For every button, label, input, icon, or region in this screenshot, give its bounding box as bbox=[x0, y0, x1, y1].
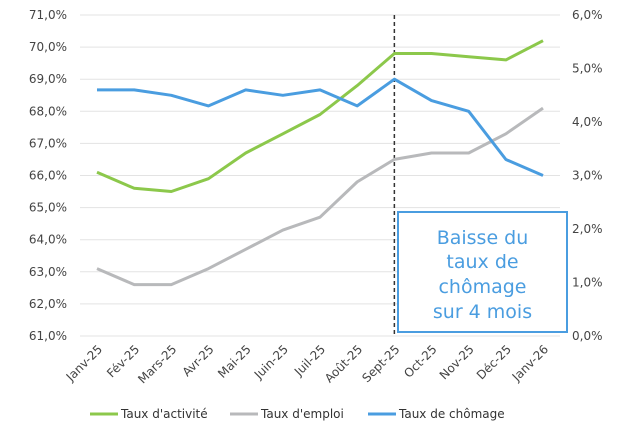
x-tick-label: Avr-25 bbox=[180, 342, 217, 379]
left-tick-label: 63,0% bbox=[29, 265, 67, 279]
annotation-line: chômage bbox=[438, 276, 526, 298]
left-tick-label: 68,0% bbox=[29, 104, 67, 118]
left-axis: 71,0% 70,0% 69,0% 68,0% 67,0% 66,0% 65,0% 64,0%… bbox=[29, 8, 67, 343]
right-tick-label: 4,0% bbox=[572, 115, 603, 129]
legend: Taux d'activité Taux d'emploi Taux de ch… bbox=[90, 407, 505, 421]
left-tick-label: 61,0% bbox=[29, 329, 67, 343]
x-tick-label: Nov-25 bbox=[437, 342, 477, 382]
x-tick-label: Déc-25 bbox=[474, 342, 514, 382]
legend-label-chomage: Taux de chômage bbox=[398, 407, 505, 421]
right-tick-label: 2,0% bbox=[572, 222, 603, 236]
left-tick-label: 62,0% bbox=[29, 297, 67, 311]
annotation-line: taux de bbox=[446, 251, 518, 273]
left-tick-label: 65,0% bbox=[29, 201, 67, 215]
x-tick-label: Janv-26 bbox=[509, 342, 551, 384]
x-tick-label: Mai-25 bbox=[215, 342, 254, 381]
right-tick-label: 5,0% bbox=[572, 62, 603, 76]
right-tick-label: 6,0% bbox=[572, 8, 603, 22]
left-tick-label: 69,0% bbox=[29, 72, 67, 86]
left-tick-label: 64,0% bbox=[29, 233, 67, 247]
x-tick-label: Mars-25 bbox=[135, 342, 179, 386]
left-tick-label: 71,0% bbox=[29, 8, 67, 22]
annotation-line: Baisse du bbox=[437, 227, 529, 249]
left-tick-label: 66,0% bbox=[29, 169, 67, 183]
left-tick-label: 67,0% bbox=[29, 136, 67, 150]
legend-label-activite: Taux d'activité bbox=[120, 407, 208, 421]
series-line-taux-chomage bbox=[97, 77, 544, 177]
right-axis: 6,0% 5,0% 4,0% 3,0% 2,0% 1,0% 0,0% bbox=[572, 8, 603, 343]
right-tick-label: 3,0% bbox=[572, 169, 603, 183]
series-line-taux-activite bbox=[96, 39, 544, 193]
series-lines bbox=[96, 39, 544, 287]
x-tick-label: Sept-25 bbox=[359, 342, 402, 385]
right-tick-label: 1,0% bbox=[572, 276, 603, 290]
x-tick-label: Oct-25 bbox=[401, 342, 439, 380]
x-tick-label: Juin-25 bbox=[251, 342, 291, 382]
left-tick-label: 70,0% bbox=[29, 40, 67, 54]
annotation-line: sur 4 mois bbox=[433, 301, 532, 323]
x-tick-label: Août-25 bbox=[322, 342, 365, 385]
right-tick-label: 0,0% bbox=[572, 329, 603, 343]
x-tick-label: Janv-25 bbox=[63, 342, 105, 384]
annotation-box: Baisse du taux de chômage sur 4 mois bbox=[397, 211, 568, 333]
legend-label-emploi: Taux d'emploi bbox=[260, 407, 344, 421]
